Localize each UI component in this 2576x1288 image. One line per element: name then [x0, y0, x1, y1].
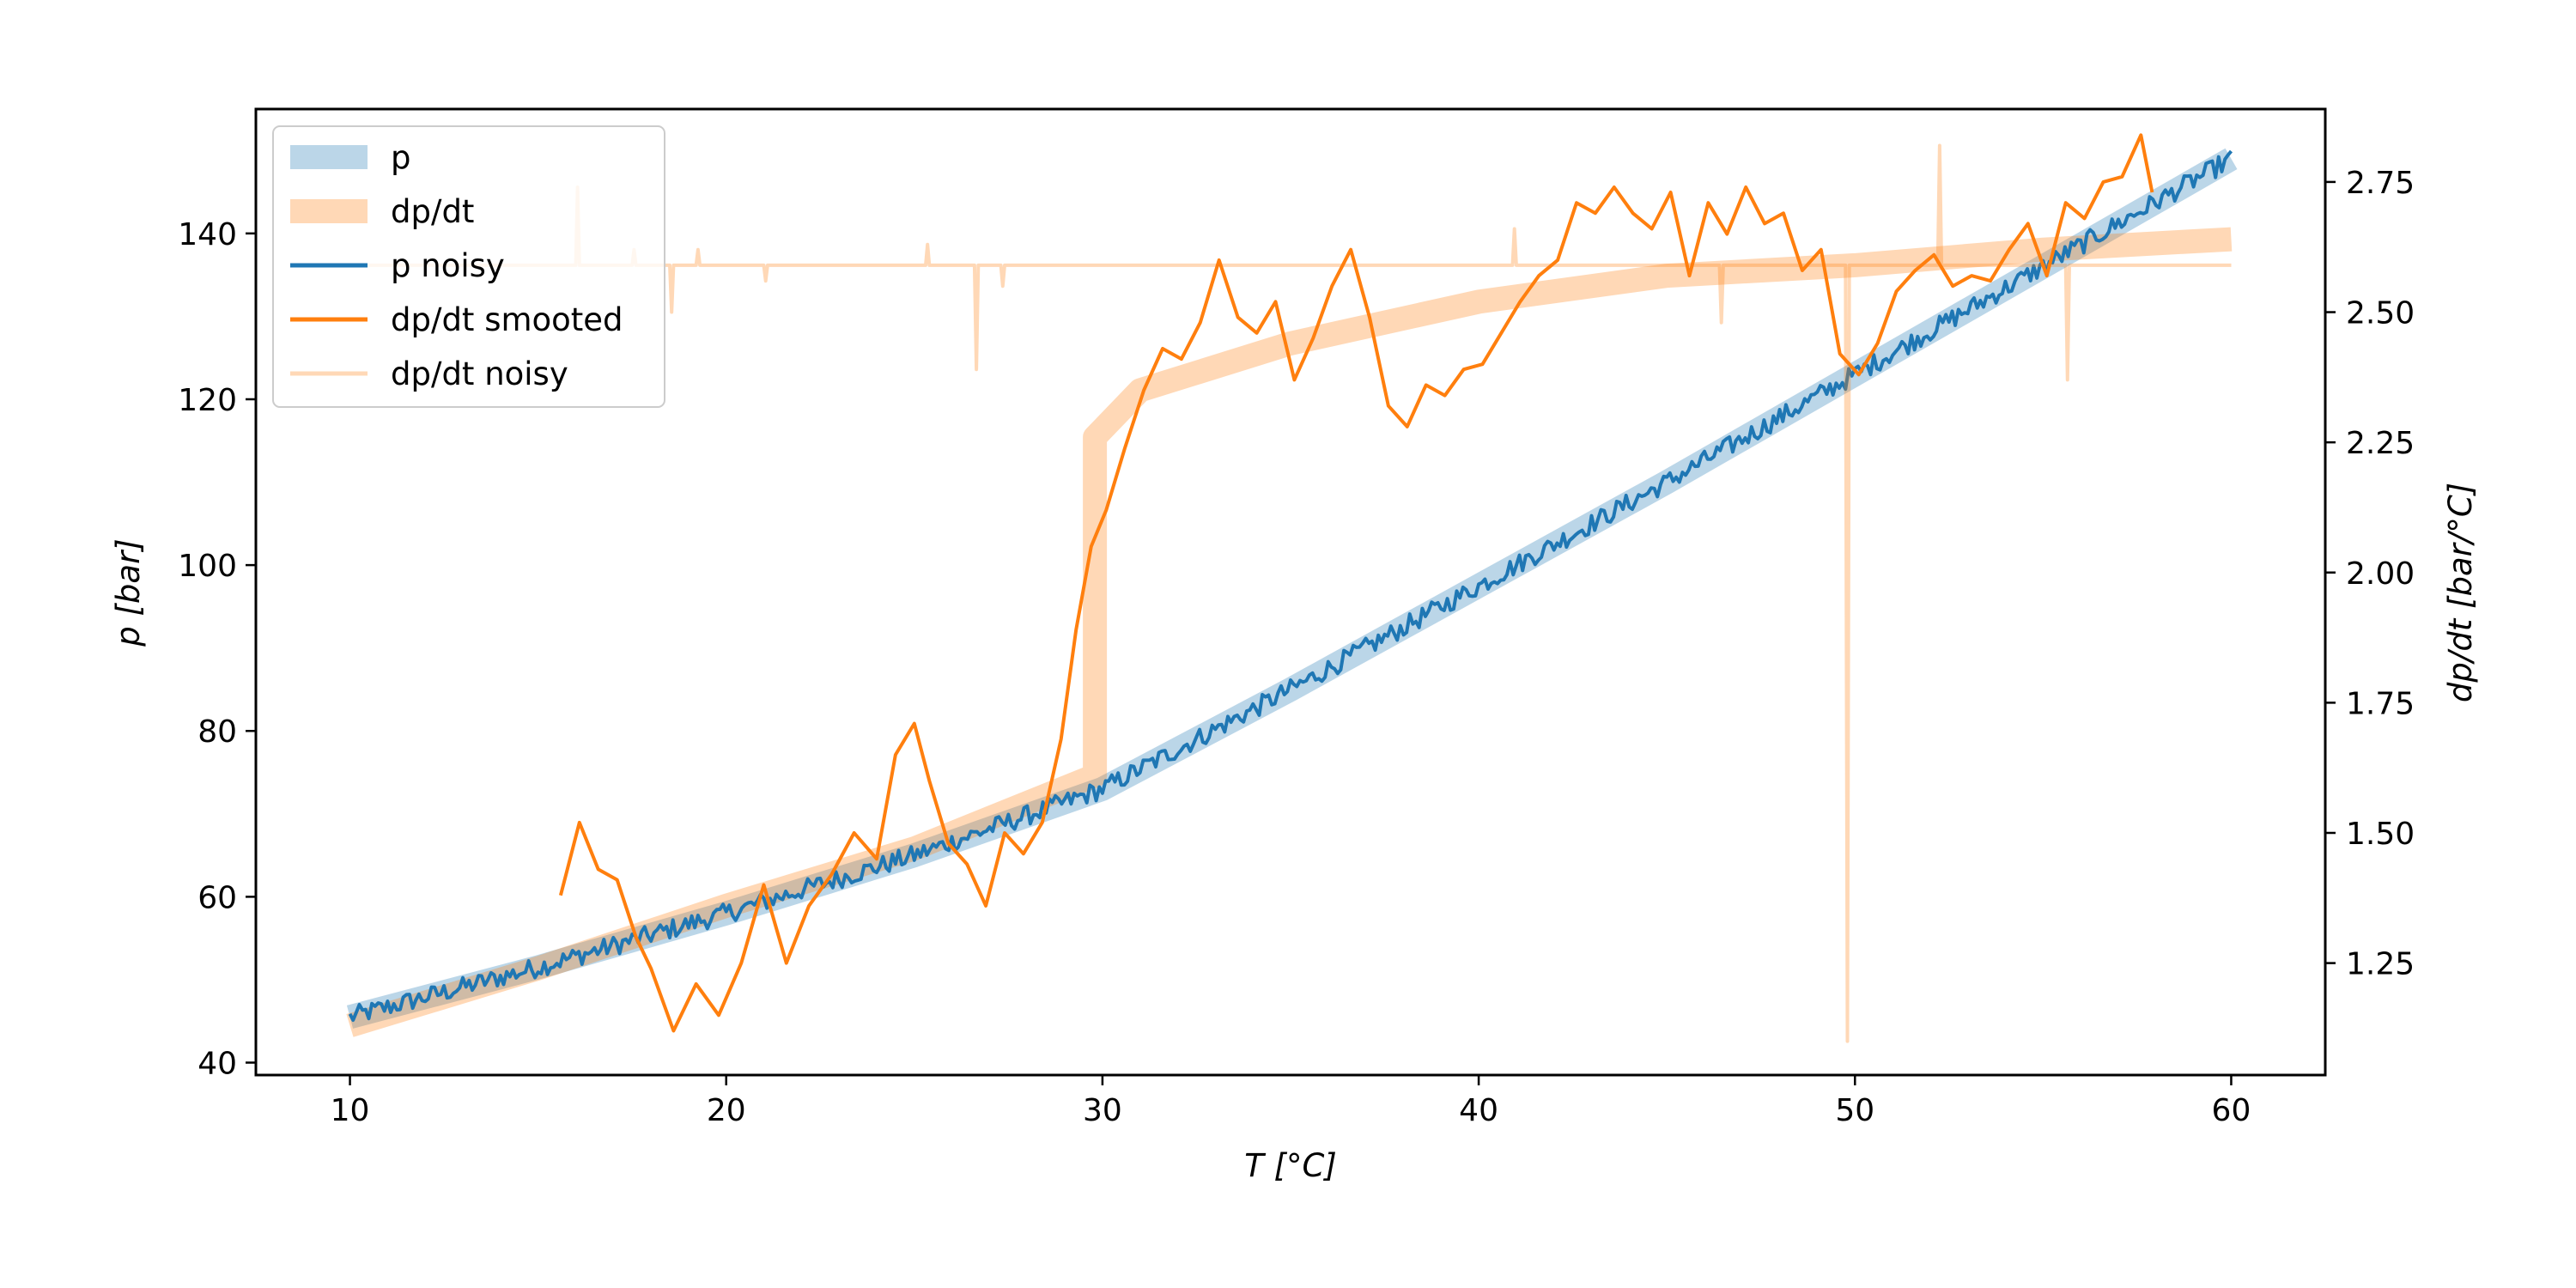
- x-axis-ticks: 10 20 30 40 50 60: [331, 1075, 2251, 1128]
- series-layer: [346, 133, 2238, 1043]
- legend-label-dp-dt-smooted: dp/dt smooted: [391, 301, 623, 338]
- plot-frame: [254, 107, 2327, 1077]
- left-y-tick-label: 40: [197, 1047, 237, 1082]
- legend-label-p: p: [391, 139, 411, 176]
- left-y-axis-ticks: 40 60 80 100 120 140: [178, 217, 256, 1082]
- left-y-tick-label: 80: [197, 714, 237, 750]
- series-line-dp-dt-smooted: [558, 133, 2154, 1033]
- right-y-tick-label: 2.00: [2346, 556, 2415, 592]
- x-tick-label: 30: [1083, 1093, 1122, 1128]
- x-tick-label: 20: [707, 1093, 746, 1128]
- left-y-tick-label: 60: [197, 880, 237, 915]
- x-tick-label: 50: [1835, 1093, 1874, 1128]
- x-tick-label: 60: [2212, 1093, 2251, 1128]
- legend-label-dp-dt-noisy: dp/dt noisy: [391, 355, 568, 392]
- x-tick-label: 10: [331, 1093, 370, 1128]
- series-line-p-noisy: [348, 149, 2233, 1022]
- left-y-tick-label: 140: [178, 217, 237, 252]
- right-y-axis-ticks: 1.25 1.50 1.75 2.00 2.25 2.50 2.75: [2325, 166, 2415, 982]
- right-y-axis-label: dp/dt [bar/°C]: [2442, 483, 2479, 702]
- legend-label-dp-dt: dp/dt: [391, 193, 474, 230]
- right-y-tick-label: 2.75: [2346, 166, 2415, 201]
- x-axis-label: T [°C]: [1244, 1147, 1337, 1184]
- legend-items: p dp/dt p noisy dp/dt smooted dp/dt noisy: [290, 139, 623, 392]
- right-y-tick-label: 1.75: [2346, 686, 2415, 721]
- legend-label-p-noisy: p noisy: [391, 247, 505, 284]
- right-y-tick-label: 2.25: [2346, 426, 2415, 461]
- right-y-tick-label: 1.50: [2346, 817, 2415, 852]
- left-y-tick-label: 120: [178, 383, 237, 418]
- right-y-tick-label: 2.50: [2346, 296, 2415, 331]
- x-tick-label: 40: [1459, 1093, 1498, 1128]
- left-y-tick-label: 100: [178, 549, 237, 584]
- legend-box: [272, 125, 665, 408]
- left-y-axis-label: p [bar]: [110, 538, 147, 647]
- series-line-dp-dt: [346, 227, 2233, 1037]
- legend: p dp/dt p noisy dp/dt smooted dp/dt noisy: [272, 125, 665, 408]
- right-y-tick-label: 1.25: [2346, 947, 2415, 982]
